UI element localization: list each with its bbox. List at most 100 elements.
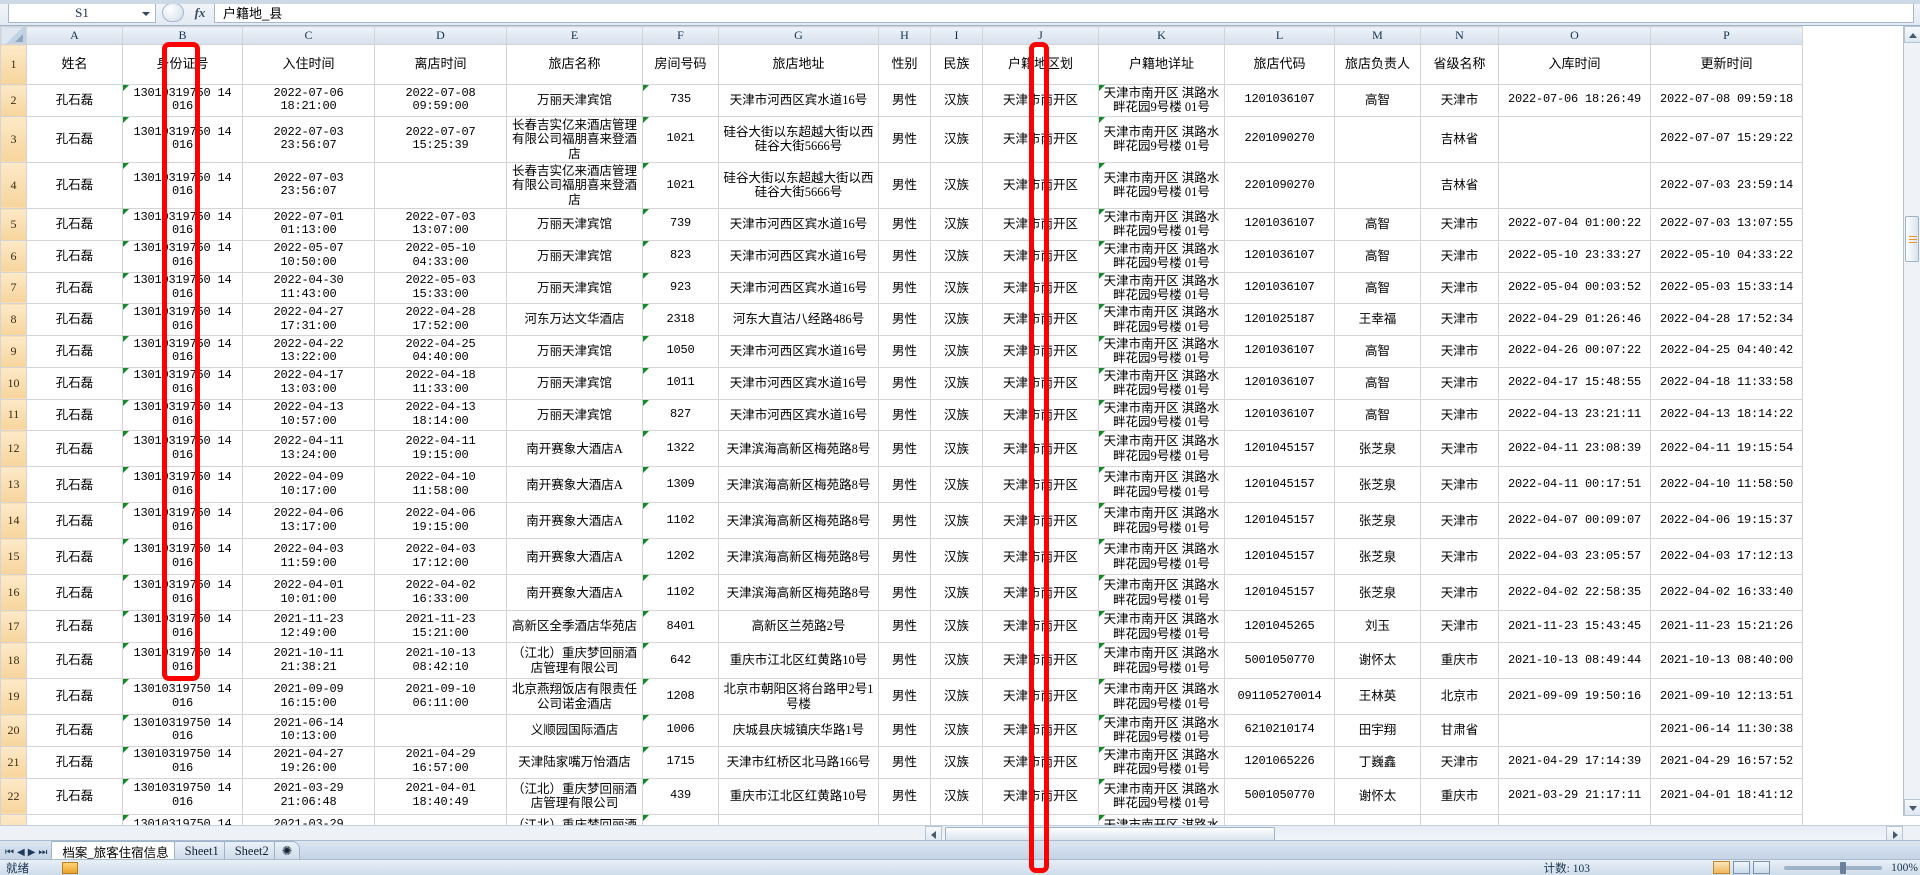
cell-O11[interactable]: 2022-04-13 23:21:11 bbox=[1498, 398, 1651, 432]
cell-L10[interactable]: 1201036107 bbox=[1224, 366, 1335, 400]
column-title-H[interactable]: 性别 bbox=[878, 44, 931, 85]
cell-I18[interactable]: 汉族 bbox=[930, 642, 983, 679]
cell-H22[interactable]: 男性 bbox=[878, 777, 931, 815]
cell-P22[interactable]: 2021-04-01 18:41:12 bbox=[1650, 777, 1803, 815]
column-header-O[interactable]: O bbox=[1498, 26, 1651, 45]
cell-A10[interactable]: 孔石磊 bbox=[26, 366, 123, 400]
cell-F12[interactable]: 1322 bbox=[642, 430, 719, 468]
column-header-D[interactable]: D bbox=[374, 26, 507, 45]
column-title-N[interactable]: 省级名称 bbox=[1420, 44, 1499, 85]
cell-K13[interactable]: 天津市南开区 淇路水畔花园9号楼 01号 bbox=[1098, 466, 1225, 504]
cell-H15[interactable]: 男性 bbox=[878, 538, 931, 576]
cell-I6[interactable]: 汉族 bbox=[930, 239, 983, 273]
cell-O8[interactable]: 2022-04-29 01:26:46 bbox=[1498, 303, 1651, 336]
cell-O21[interactable]: 2021-04-29 17:14:39 bbox=[1498, 745, 1651, 779]
cell-M3[interactable] bbox=[1334, 115, 1421, 163]
column-title-M[interactable]: 旅店负责人 bbox=[1334, 44, 1421, 85]
cell-O22[interactable]: 2021-03-29 21:17:11 bbox=[1498, 777, 1651, 815]
cell-H20[interactable]: 男性 bbox=[878, 714, 931, 747]
cell-F14[interactable]: 1102 bbox=[642, 502, 719, 540]
cell-D2[interactable]: 2022-07-08 09:59:00 bbox=[374, 84, 507, 117]
cell-H2[interactable]: 男性 bbox=[878, 84, 931, 117]
cell-P12[interactable]: 2022-04-11 19:15:54 bbox=[1650, 430, 1803, 468]
cell-H13[interactable]: 男性 bbox=[878, 466, 931, 504]
cell-D21[interactable]: 2021-04-29 16:57:00 bbox=[374, 745, 507, 779]
cell-F8[interactable]: 2318 bbox=[642, 303, 719, 336]
cell-O17[interactable]: 2021-11-23 15:43:45 bbox=[1498, 610, 1651, 643]
cell-K19[interactable]: 天津市南开区 淇路水畔花园9号楼 01号 bbox=[1098, 678, 1225, 715]
cell-J16[interactable]: 天津市南开区 bbox=[982, 574, 1099, 612]
cell-D18[interactable]: 2021-10-13 08:42:10 bbox=[374, 642, 507, 679]
last-sheet-icon[interactable]: ⏭ bbox=[38, 847, 48, 858]
column-header-A[interactable]: A bbox=[26, 26, 123, 45]
cell-D20[interactable] bbox=[374, 714, 507, 747]
cell-M16[interactable]: 张芝泉 bbox=[1334, 574, 1421, 612]
vertical-scrollbar[interactable] bbox=[1903, 26, 1920, 816]
cell-G3[interactable]: 硅谷大街以东超越大街以西硅谷大街5666号 bbox=[718, 115, 879, 163]
cell-H5[interactable]: 男性 bbox=[878, 208, 931, 241]
cell-J17[interactable]: 天津市南开区 bbox=[982, 610, 1099, 643]
cell-E6[interactable]: 万丽天津宾馆 bbox=[506, 239, 643, 273]
cell-P3[interactable]: 2022-07-07 15:29:22 bbox=[1650, 115, 1803, 163]
cell-E19[interactable]: 北京燕翔饭店有限责任公司诺金酒店 bbox=[506, 678, 643, 715]
cell-M15[interactable]: 张芝泉 bbox=[1334, 538, 1421, 576]
cell-B17[interactable]: 13010319750 14 016 bbox=[122, 610, 243, 643]
cell-L17[interactable]: 1201045265 bbox=[1224, 610, 1335, 643]
cell-A4[interactable]: 孔石磊 bbox=[26, 161, 123, 210]
cell-K8[interactable]: 天津市南开区 淇路水畔花园9号楼 01号 bbox=[1098, 303, 1225, 336]
cell-J6[interactable]: 天津市南开区 bbox=[982, 239, 1099, 273]
next-sheet-icon[interactable]: ▶ bbox=[27, 847, 36, 858]
cell-I2[interactable]: 汉族 bbox=[930, 84, 983, 117]
cell-O10[interactable]: 2022-04-17 15:48:55 bbox=[1498, 366, 1651, 400]
cell-M4[interactable] bbox=[1334, 161, 1421, 210]
cell-H18[interactable]: 男性 bbox=[878, 642, 931, 679]
zoom-slider-track[interactable] bbox=[1784, 865, 1882, 870]
cell-D12[interactable]: 2022-04-11 19:15:00 bbox=[374, 430, 507, 468]
cell-C19[interactable]: 2021-09-09 16:15:00 bbox=[242, 678, 375, 715]
cell-D6[interactable]: 2022-05-10 04:33:00 bbox=[374, 239, 507, 273]
cell-P11[interactable]: 2022-04-13 18:14:22 bbox=[1650, 398, 1803, 432]
cell-H14[interactable]: 男性 bbox=[878, 502, 931, 540]
cell-C5[interactable]: 2022-07-01 01:13:00 bbox=[242, 208, 375, 241]
cell-M11[interactable]: 高智 bbox=[1334, 398, 1421, 432]
cell-J12[interactable]: 天津市南开区 bbox=[982, 430, 1099, 468]
cell-N9[interactable]: 天津市 bbox=[1420, 335, 1499, 368]
cell-A12[interactable]: 孔石磊 bbox=[26, 430, 123, 468]
cell-K7[interactable]: 天津市南开区 淇路水畔花园9号楼 01号 bbox=[1098, 271, 1225, 305]
cell-O20[interactable] bbox=[1498, 714, 1651, 747]
cell-L11[interactable]: 1201036107 bbox=[1224, 398, 1335, 432]
column-title-A[interactable]: 姓名 bbox=[26, 44, 123, 85]
cell-P21[interactable]: 2021-04-29 16:57:52 bbox=[1650, 745, 1803, 779]
cell-P19[interactable]: 2021-09-10 12:13:51 bbox=[1650, 678, 1803, 715]
cell-G6[interactable]: 天津市河西区宾水道16号 bbox=[718, 239, 879, 273]
column-title-K[interactable]: 户籍地详址 bbox=[1098, 44, 1225, 85]
column-title-C[interactable]: 入住时间 bbox=[242, 44, 375, 85]
cell-O19[interactable]: 2021-09-09 19:50:16 bbox=[1498, 678, 1651, 715]
row-header-2[interactable]: 2 bbox=[0, 84, 27, 117]
cell-P9[interactable]: 2022-04-25 04:40:42 bbox=[1650, 335, 1803, 368]
cell-D19[interactable]: 2021-09-10 06:11:00 bbox=[374, 678, 507, 715]
cell-A20[interactable]: 孔石磊 bbox=[26, 714, 123, 747]
cell-E7[interactable]: 万丽天津宾馆 bbox=[506, 271, 643, 305]
cell-L7[interactable]: 1201036107 bbox=[1224, 271, 1335, 305]
cell-J5[interactable]: 天津市南开区 bbox=[982, 208, 1099, 241]
cell-C17[interactable]: 2021-11-23 12:49:00 bbox=[242, 610, 375, 643]
cell-C6[interactable]: 2022-05-07 10:50:00 bbox=[242, 239, 375, 273]
scroll-up-arrow-icon[interactable] bbox=[1904, 26, 1920, 43]
cell-O15[interactable]: 2022-04-03 23:05:57 bbox=[1498, 538, 1651, 576]
cell-F18[interactable]: 642 bbox=[642, 642, 719, 679]
row-header-12[interactable]: 12 bbox=[0, 430, 27, 468]
cell-B9[interactable]: 13010319750 14 016 bbox=[122, 335, 243, 368]
cell-F2[interactable]: 735 bbox=[642, 84, 719, 117]
cell-P15[interactable]: 2022-04-03 17:12:13 bbox=[1650, 538, 1803, 576]
cell-F13[interactable]: 1309 bbox=[642, 466, 719, 504]
cell-B2[interactable]: 13010319750 14 016 bbox=[122, 84, 243, 117]
cell-L5[interactable]: 1201036107 bbox=[1224, 208, 1335, 241]
column-header-N[interactable]: N bbox=[1420, 26, 1499, 45]
cell-H16[interactable]: 男性 bbox=[878, 574, 931, 612]
cell-C22[interactable]: 2021-03-29 21:06:48 bbox=[242, 777, 375, 815]
cell-I8[interactable]: 汉族 bbox=[930, 303, 983, 336]
cell-I21[interactable]: 汉族 bbox=[930, 745, 983, 779]
cell-M5[interactable]: 高智 bbox=[1334, 208, 1421, 241]
